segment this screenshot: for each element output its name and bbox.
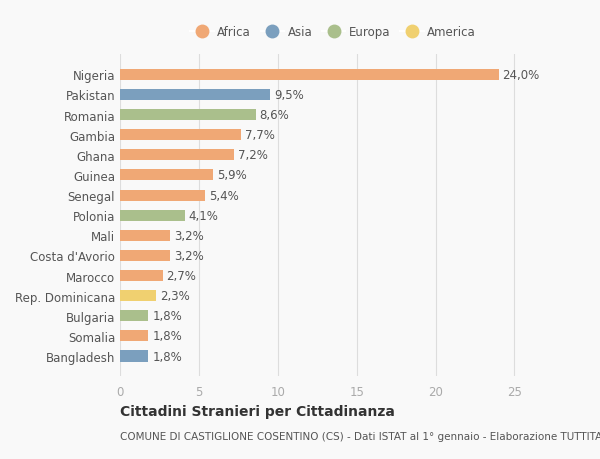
Text: 3,2%: 3,2% (175, 249, 204, 263)
Bar (120, 330, 148, 341)
Bar (120, 150, 233, 161)
Bar (120, 190, 205, 201)
Bar (120, 351, 148, 362)
Text: COMUNE DI CASTIGLIONE COSENTINO (CS) - Dati ISTAT al 1° gennaio - Elaborazione T: COMUNE DI CASTIGLIONE COSENTINO (CS) - D… (120, 431, 600, 442)
Bar (120, 270, 163, 281)
Text: 24,0%: 24,0% (503, 69, 540, 82)
Bar (120, 70, 499, 81)
Text: 5,9%: 5,9% (217, 169, 247, 182)
Bar (120, 170, 213, 181)
Text: 1,8%: 1,8% (152, 330, 182, 343)
Text: 2,3%: 2,3% (160, 290, 190, 302)
Text: 4,1%: 4,1% (188, 209, 218, 222)
Text: 3,2%: 3,2% (175, 230, 204, 242)
Text: 1,8%: 1,8% (152, 350, 182, 363)
Text: 1,8%: 1,8% (152, 310, 182, 323)
Bar (120, 311, 148, 322)
Text: 9,5%: 9,5% (274, 89, 304, 102)
Text: 2,7%: 2,7% (167, 269, 196, 282)
Text: 8,6%: 8,6% (260, 109, 289, 122)
Bar (120, 90, 270, 101)
Bar (120, 210, 185, 221)
Text: 5,4%: 5,4% (209, 189, 239, 202)
Text: Cittadini Stranieri per Cittadinanza: Cittadini Stranieri per Cittadinanza (120, 404, 395, 418)
Bar (120, 230, 170, 241)
Bar (120, 110, 256, 121)
Bar (120, 130, 241, 141)
Text: 7,7%: 7,7% (245, 129, 275, 142)
Bar (120, 250, 170, 262)
Bar (120, 291, 156, 302)
Text: 7,2%: 7,2% (238, 149, 268, 162)
Legend: Africa, Asia, Europa, America: Africa, Asia, Europa, America (187, 22, 479, 42)
